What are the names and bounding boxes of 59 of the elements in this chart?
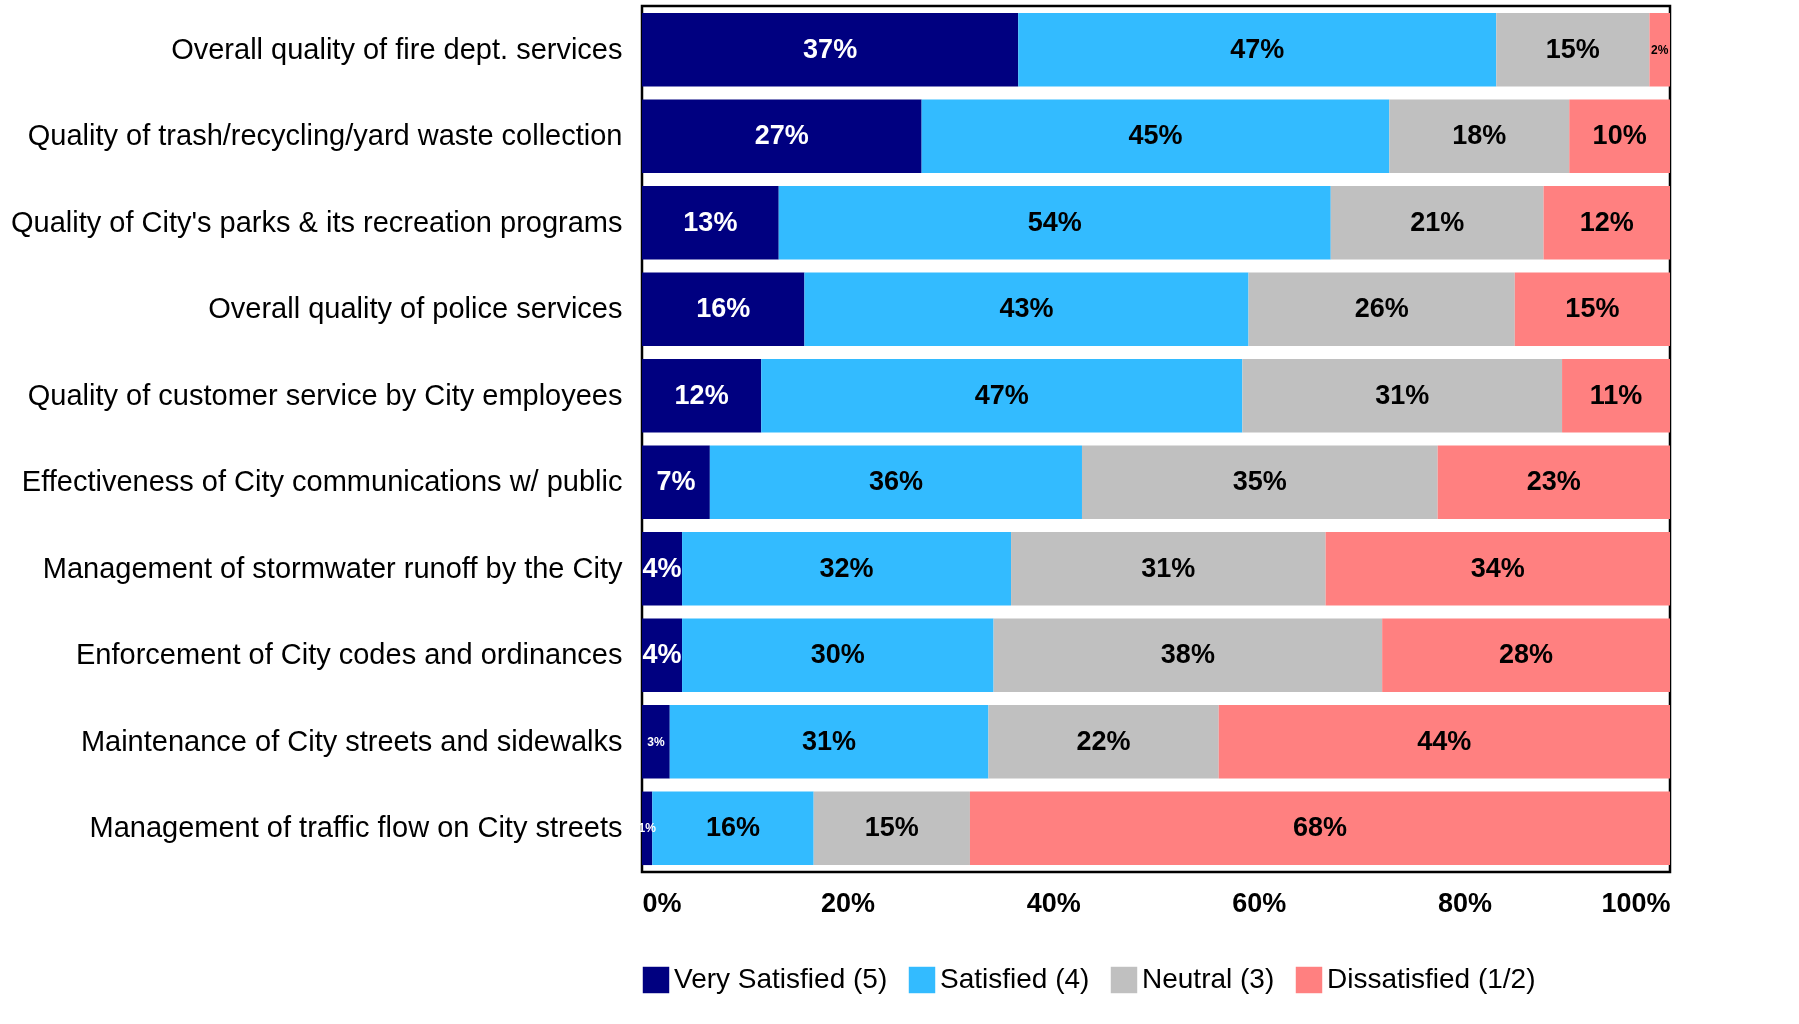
- data-label: 44%: [1417, 725, 1472, 756]
- data-label: 12%: [1579, 206, 1634, 237]
- legend-label: Dissatisfied (1/2): [1327, 963, 1536, 994]
- data-label: 47%: [974, 379, 1029, 410]
- data-label: 35%: [1232, 466, 1287, 497]
- x-tick-label: 100%: [1601, 887, 1671, 918]
- data-label: 23%: [1526, 466, 1581, 497]
- y-tick-label: Enforcement of City codes and ordinances: [76, 638, 623, 671]
- data-label: 45%: [1128, 120, 1183, 151]
- data-label: 31%: [802, 725, 857, 756]
- y-tick-label: Quality of City's parks & its recreation programs: [10, 205, 623, 238]
- data-label: 54%: [1027, 206, 1082, 237]
- y-tick-label: Overall quality of police services: [208, 292, 623, 325]
- y-tick-label: Management of stormwater runoff by the City: [42, 551, 623, 584]
- data-label: 22%: [1076, 725, 1131, 756]
- data-label: 34%: [1470, 552, 1525, 583]
- data-label: 47%: [1230, 33, 1285, 64]
- data-label: 7%: [656, 466, 696, 497]
- data-label: 12%: [674, 379, 729, 410]
- data-label: 15%: [1545, 33, 1600, 64]
- data-label: 15%: [864, 812, 919, 843]
- data-label: 4%: [642, 552, 682, 583]
- data-label: 31%: [1375, 379, 1430, 410]
- data-label: 21%: [1410, 206, 1465, 237]
- data-label: 18%: [1452, 120, 1507, 151]
- y-tick-label: Quality of trash/recycling/yard waste collection: [27, 119, 623, 152]
- data-label: 32%: [819, 552, 874, 583]
- data-label: 28%: [1499, 639, 1554, 670]
- data-label: 13%: [683, 206, 738, 237]
- y-tick-label: Quality of customer service by City employees: [27, 378, 623, 411]
- data-label: 16%: [696, 293, 751, 324]
- data-label: 2%: [1651, 42, 1669, 57]
- data-label: 3%: [647, 734, 665, 749]
- y-tick-label: Overall quality of fire dept. services: [171, 32, 623, 65]
- data-label: 31%: [1141, 552, 1196, 583]
- y-tick-label: Effectiveness of City communications w/ public: [21, 465, 623, 498]
- data-label: 68%: [1292, 812, 1347, 843]
- legend-label: Very Satisfied (5): [674, 963, 888, 994]
- legend-label: Neutral (3): [1142, 963, 1275, 994]
- data-label: 11%: [1589, 379, 1643, 410]
- y-tick-label: Maintenance of City streets and sidewalks: [80, 724, 623, 757]
- data-label: 16%: [705, 812, 760, 843]
- x-tick-label: 40%: [1026, 887, 1081, 918]
- y-tick-label: Management of traffic flow on City streets: [89, 811, 623, 844]
- data-label: 10%: [1592, 120, 1647, 151]
- data-label: 26%: [1354, 293, 1409, 324]
- data-label: 36%: [868, 466, 923, 497]
- data-label: 30%: [810, 639, 865, 670]
- data-label: 15%: [1565, 293, 1620, 324]
- data-label: 4%: [642, 639, 682, 670]
- legend-label: Satisfied (4): [940, 963, 1090, 994]
- x-tick-label: 20%: [821, 887, 876, 918]
- x-tick-label: 60%: [1232, 887, 1287, 918]
- x-tick-label: 80%: [1437, 887, 1492, 918]
- data-label: 27%: [754, 120, 809, 151]
- data-label: 38%: [1160, 639, 1215, 670]
- data-label: 43%: [999, 293, 1054, 324]
- x-tick-label: 0%: [642, 887, 682, 918]
- data-label: 37%: [803, 33, 858, 64]
